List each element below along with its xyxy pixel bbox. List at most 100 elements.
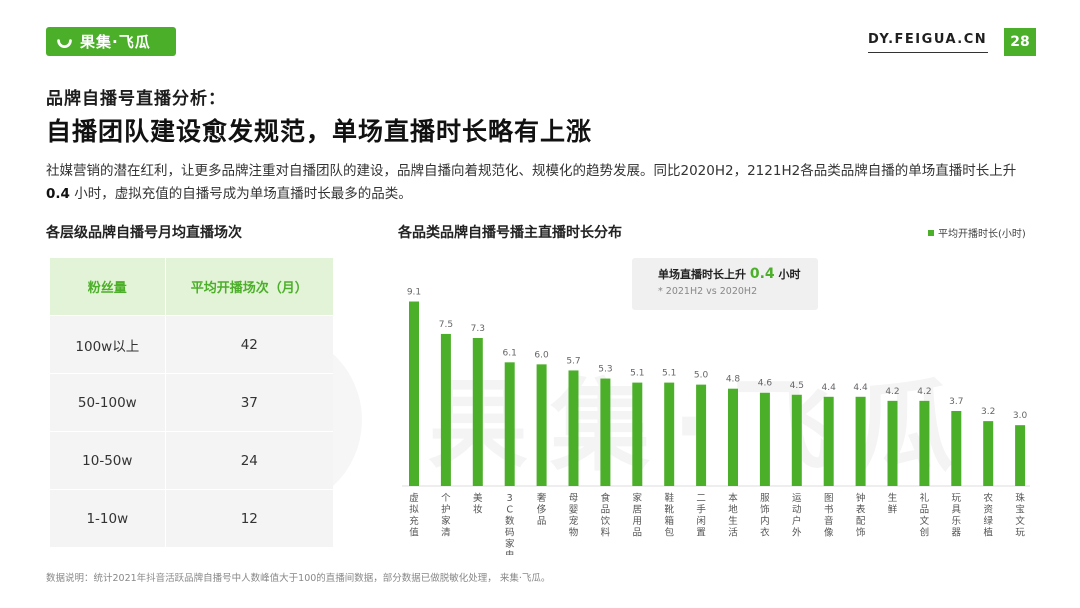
data-label: 6.0 bbox=[534, 350, 549, 360]
bar bbox=[1015, 425, 1026, 486]
bar bbox=[728, 388, 738, 486]
data-label: 5.3 bbox=[598, 365, 612, 375]
footnote: 数据说明：统计2021年抖音活跃品牌自播号中人数峰值大于100的直播间数据，部分… bbox=[46, 573, 551, 584]
callout-box: 单场直播时长上升 0.4 小时 * 2021H2 vs 2020H2 bbox=[632, 258, 818, 310]
table-header-cell: 粉丝量 bbox=[50, 258, 165, 315]
chart-title: 各品类品牌自播号播主直播时长分布 bbox=[398, 225, 622, 241]
x-tick-label: 运动户外 bbox=[792, 493, 802, 539]
data-label: 7.5 bbox=[439, 320, 453, 330]
x-tick-label: 虚拟充值 bbox=[409, 492, 419, 539]
table-cell: 10-50w bbox=[50, 432, 165, 489]
data-label: 4.4 bbox=[822, 383, 837, 393]
x-tick-label: 玩具乐器 bbox=[952, 493, 962, 539]
bar bbox=[919, 400, 930, 486]
table-cell: 1-10w bbox=[50, 490, 165, 547]
x-tick-label: 农资绿植 bbox=[983, 492, 993, 539]
x-tick-label: 珠宝文玩 bbox=[1015, 492, 1025, 539]
bar bbox=[759, 392, 770, 486]
table-title: 各层级品牌自播号月均直播场次 bbox=[46, 225, 242, 241]
data-label: 5.0 bbox=[694, 371, 709, 381]
description: 社媒营销的潜在红利，让更多品牌注重对自播团队的建设，品牌自播向着规范化、规模化的… bbox=[46, 160, 1036, 206]
table-cell: 42 bbox=[165, 316, 333, 373]
table-cell: 50-100w bbox=[50, 374, 165, 431]
data-label: 4.2 bbox=[917, 387, 931, 397]
bar bbox=[664, 382, 675, 486]
x-tick-label: 钟表配饰 bbox=[856, 492, 866, 539]
x-tick-label: 奢侈品 bbox=[537, 492, 547, 527]
fans-tier-table: 粉丝量 平均开播场次（月） 100w以上 42 50-100w 37 10-50… bbox=[50, 258, 333, 548]
callout-note: * 2021H2 vs 2020H2 bbox=[658, 286, 758, 297]
bar bbox=[568, 370, 579, 486]
description-part1: 社媒营销的潜在红利，让更多品牌注重对自播团队的建设，品牌自播向着规范化、规模化的… bbox=[46, 163, 1017, 179]
data-label: 4.6 bbox=[758, 379, 773, 389]
logo-icon bbox=[57, 39, 72, 48]
watermark-text: 果集·飞瓜 bbox=[428, 345, 976, 490]
callout-line: 单场直播时长上升 0.4 小时 bbox=[658, 266, 818, 282]
x-tick-label: 礼品文创 bbox=[920, 492, 930, 539]
x-tick-label: 服饰内衣 bbox=[760, 493, 770, 539]
bar bbox=[472, 337, 483, 486]
legend-swatch bbox=[928, 229, 934, 236]
description-part2: 小时，虚拟充值的自播号成为单场直播时长最多的品类。 bbox=[69, 186, 412, 202]
bar bbox=[791, 394, 802, 486]
section-subtitle: 品牌自播号直播分析： bbox=[46, 89, 226, 109]
callout-prefix: 单场直播时长上升 bbox=[658, 268, 750, 281]
bar bbox=[696, 384, 707, 486]
data-label: 3.7 bbox=[949, 397, 963, 407]
x-tick-label: 鞋靴箱包 bbox=[664, 492, 674, 539]
bar bbox=[536, 364, 547, 486]
table-row: 10-50w 24 bbox=[50, 432, 333, 490]
page-title: 自播团队建设愈发规范，单场直播时长略有上涨 bbox=[46, 117, 593, 146]
page-number: 28 bbox=[1004, 28, 1036, 56]
data-label: 9.1 bbox=[407, 288, 421, 298]
x-tick-label: 二手闲置 bbox=[696, 493, 706, 539]
data-label: 4.2 bbox=[885, 387, 899, 397]
logo-text: 果集·飞瓜 bbox=[80, 33, 151, 51]
callout-value: 0.4 bbox=[749, 266, 775, 282]
data-label: 4.8 bbox=[726, 375, 741, 385]
table-row: 100w以上 42 bbox=[50, 316, 333, 374]
data-label: 3.0 bbox=[1013, 411, 1028, 421]
duration-bar-chart: 9.1 虚拟充值 7.5 个护家清 7.3 美妆 6.1 3C数码家电 6.0 奢侈品 5.7 母婴宠… bbox=[402, 288, 1030, 555]
table-cell: 100w以上 bbox=[50, 316, 165, 373]
chart-legend: 平均开播时长(小时) bbox=[928, 225, 1026, 240]
data-label: 7.3 bbox=[471, 324, 485, 334]
x-tick-label: 家居用品 bbox=[633, 492, 643, 539]
table-row: 50-100w 37 bbox=[50, 374, 333, 432]
bar bbox=[504, 362, 515, 486]
callout-suffix: 小时 bbox=[774, 268, 801, 281]
table-header-row: 粉丝量 平均开播场次（月） bbox=[50, 258, 333, 316]
x-tick-label: 个护家清 bbox=[441, 493, 451, 539]
data-label: 4.5 bbox=[790, 381, 804, 391]
x-tick-label: 3C数码家电 bbox=[505, 493, 515, 555]
data-label: 4.4 bbox=[853, 383, 868, 393]
legend-label: 平均开播时长(小时) bbox=[938, 229, 1026, 240]
data-label: 5.7 bbox=[566, 356, 580, 366]
table-header-cell: 平均开播场次（月） bbox=[165, 258, 333, 315]
data-label: 3.2 bbox=[981, 407, 995, 417]
bar bbox=[951, 410, 962, 486]
bar bbox=[632, 382, 643, 486]
bar bbox=[600, 378, 611, 486]
table-cell: 37 bbox=[165, 374, 333, 431]
x-tick-label: 母婴宠物 bbox=[569, 493, 579, 539]
description-highlight: 0.4 bbox=[46, 186, 70, 202]
x-tick-label: 生鲜 bbox=[888, 492, 898, 516]
x-tick-label: 食品饮料 bbox=[601, 492, 611, 539]
brand-logo: 果集·飞瓜 bbox=[46, 27, 176, 56]
bar bbox=[440, 333, 451, 486]
data-label: 5.1 bbox=[630, 369, 644, 379]
site-underline bbox=[868, 52, 988, 53]
table-row: 1-10w 12 bbox=[50, 490, 333, 548]
data-label: 5.1 bbox=[662, 369, 676, 379]
bar bbox=[855, 396, 866, 486]
bar bbox=[983, 421, 994, 486]
x-tick-label: 本地生活 bbox=[728, 492, 738, 539]
bar bbox=[887, 400, 898, 486]
x-tick-label: 美妆 bbox=[473, 492, 483, 516]
bar bbox=[823, 396, 834, 486]
table-cell: 24 bbox=[165, 432, 333, 489]
site-url[interactable]: DY.FEIGUA.CN bbox=[868, 32, 988, 47]
x-tick-label: 图书音像 bbox=[824, 493, 834, 539]
data-label: 6.1 bbox=[503, 348, 517, 358]
